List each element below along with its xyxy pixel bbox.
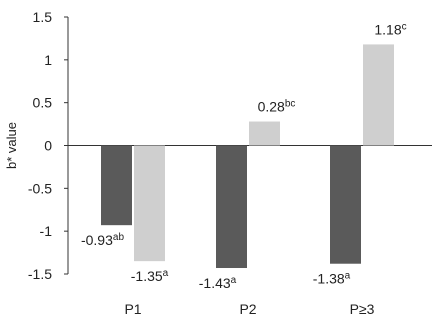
bar-value-label: -1.43a xyxy=(199,275,237,291)
x-category-label: P1 xyxy=(124,301,141,317)
bar-value-superscript: a xyxy=(163,268,169,279)
x-category-label: P≥3 xyxy=(350,301,375,317)
y-tick-label: -0.5 xyxy=(28,180,52,196)
bar-value-superscript: a xyxy=(231,275,237,286)
y-tick-label: -1 xyxy=(40,223,53,239)
bar-value-label: 1.18c xyxy=(374,21,406,37)
bar-value-label: 0.28bc xyxy=(258,99,296,115)
bar-value: -1.43 xyxy=(199,275,231,291)
bar-value-superscript: bc xyxy=(285,99,296,110)
x-category-label: P2 xyxy=(239,301,256,317)
bar-value-superscript: a xyxy=(345,271,351,282)
y-axis-title: b* value xyxy=(4,122,19,169)
bar xyxy=(101,145,132,226)
bar xyxy=(363,44,394,146)
y-tick-label: 1.5 xyxy=(33,9,53,25)
y-tick-label: -1.5 xyxy=(28,266,52,282)
bar xyxy=(134,145,165,262)
bar-value: -1.38 xyxy=(313,271,345,287)
y-axis: 1.5 1 0.5 0 -0.5 -1 -1.5 xyxy=(28,9,69,282)
x-category-labels: P1 P2 P≥3 xyxy=(124,301,374,317)
bar-value: -0.93 xyxy=(81,232,113,248)
bar-value: 1.18 xyxy=(374,21,401,37)
bar-value-label: -1.38a xyxy=(313,271,351,287)
bar xyxy=(216,145,247,269)
y-tick-label: 1 xyxy=(44,52,52,68)
y-ticks: 1.5 1 0.5 0 -0.5 -1 -1.5 xyxy=(28,9,68,282)
y-tick-label: 0.5 xyxy=(33,95,53,111)
bar xyxy=(249,121,280,146)
bar-value: -1.35 xyxy=(131,268,163,284)
bar-value: 0.28 xyxy=(258,99,285,115)
bar xyxy=(330,145,361,264)
bars xyxy=(101,44,394,269)
bar-value-superscript: ab xyxy=(113,232,125,243)
bar-value-label: -1.35a xyxy=(131,268,169,284)
y-tick-label: 0 xyxy=(44,138,52,154)
bar-value-superscript: c xyxy=(402,21,407,32)
bar-value-label: -0.93ab xyxy=(81,232,124,248)
